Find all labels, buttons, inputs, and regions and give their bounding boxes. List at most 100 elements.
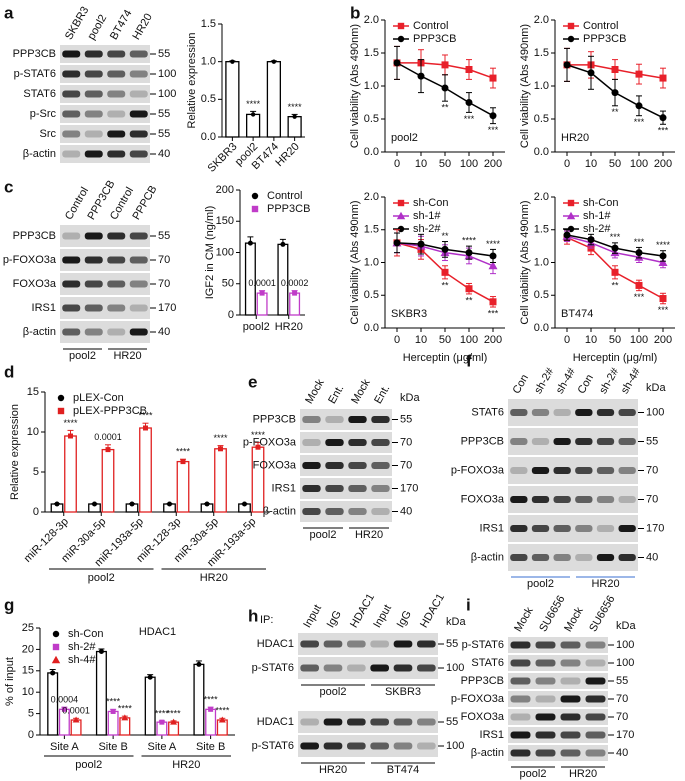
y-axis-label: % of input: [4, 657, 16, 706]
x-tick-label: 200: [654, 158, 672, 170]
annotation: ****: [213, 433, 228, 443]
blot-row: [508, 428, 638, 455]
band: [62, 90, 81, 98]
band: [535, 749, 556, 757]
blot-row: [508, 515, 638, 542]
marker: [611, 268, 619, 276]
plot-label: BT474: [561, 308, 593, 320]
kda-label: 170: [158, 302, 176, 314]
blot-row: [508, 673, 608, 689]
band: [62, 256, 81, 264]
group-label: HR20: [113, 350, 141, 362]
band: [510, 695, 531, 703]
kda-label: 70: [158, 278, 170, 290]
annotation: ***: [658, 305, 669, 315]
band: [302, 485, 321, 492]
blot-row: [300, 455, 392, 476]
marker: [611, 244, 619, 252]
y-tick-label: 15: [27, 386, 39, 398]
kda-label: 70: [616, 693, 628, 705]
marker: [587, 69, 595, 77]
annotation: **: [611, 280, 619, 290]
kda-label: 55: [158, 108, 170, 120]
lane-label: Input: [301, 603, 324, 630]
x-tick-label: Site A: [148, 741, 177, 753]
x-tick-label: 50: [609, 158, 621, 170]
band: [417, 718, 436, 726]
lane-label: HR20: [130, 12, 154, 42]
marker: [635, 70, 643, 78]
y-tick-label: 1.5: [364, 47, 379, 59]
bar: [205, 708, 217, 736]
x-tick-label: 200: [654, 334, 672, 346]
kda-label: 170: [616, 729, 634, 741]
marker: [567, 35, 575, 43]
row-label: PPP3CB: [461, 435, 504, 447]
band: [129, 304, 148, 312]
bar: [266, 61, 281, 138]
annotation: ****: [656, 240, 671, 250]
band: [510, 749, 531, 757]
band: [302, 439, 321, 446]
kda-label: 100: [158, 68, 176, 80]
x-axis-label: Herceptin (μg/ml): [573, 352, 658, 364]
marker: [489, 74, 497, 82]
y-tick-label: 50: [222, 278, 234, 290]
marker: [611, 89, 619, 97]
y-tick-label: 1.0: [534, 256, 549, 268]
band: [575, 496, 593, 503]
kda-label: 55: [616, 675, 628, 687]
marker: [441, 61, 449, 69]
marker: [61, 706, 67, 712]
legend-label: sh-2#: [413, 223, 441, 235]
row-label: FOXO3a: [253, 459, 297, 471]
x-tick-label: Site B: [196, 741, 225, 753]
lane-label: Con: [576, 372, 596, 395]
band: [510, 713, 531, 721]
lane-label: sh-2#: [532, 365, 557, 396]
band: [84, 90, 103, 98]
band: [553, 554, 571, 561]
band: [62, 130, 81, 138]
lane-label: SU6656: [587, 594, 617, 634]
band: [531, 525, 550, 532]
bar: [95, 650, 107, 736]
band: [535, 731, 556, 739]
band: [84, 50, 103, 58]
band: [300, 742, 319, 750]
band: [585, 695, 606, 703]
marker: [147, 674, 153, 680]
band: [347, 742, 366, 750]
band: [107, 50, 126, 58]
band: [323, 742, 343, 750]
row-label: IRS1: [480, 522, 504, 534]
y-tick-label: 15: [22, 665, 34, 677]
marker: [465, 66, 473, 73]
blot-row: [508, 655, 608, 671]
blot-row: [60, 297, 150, 319]
band: [107, 90, 126, 98]
bar: [246, 113, 261, 138]
bar: [144, 676, 156, 736]
legend-label: PPP3CB: [583, 33, 626, 45]
annotation: ****: [204, 695, 219, 705]
y-tick-label: 0.0: [534, 146, 549, 158]
marker: [659, 114, 667, 122]
lane-label: IgG: [395, 609, 414, 630]
marker: [489, 298, 497, 306]
annotation: ****: [176, 447, 191, 457]
annotation: ***: [610, 232, 621, 242]
panel-letter: i: [466, 595, 471, 614]
bar: [256, 292, 268, 316]
bar: [289, 292, 301, 316]
annotation: ****: [106, 697, 121, 707]
y-tick-label: 150: [216, 215, 234, 227]
band: [370, 718, 389, 726]
x-tick-label: Site B: [98, 741, 127, 753]
row-label: IRS1: [32, 302, 56, 314]
band: [575, 554, 593, 561]
marker: [567, 22, 575, 30]
bar: [251, 446, 265, 513]
legend-label: PPP3CB: [413, 33, 456, 45]
row-label: PPP3CB: [13, 230, 56, 242]
